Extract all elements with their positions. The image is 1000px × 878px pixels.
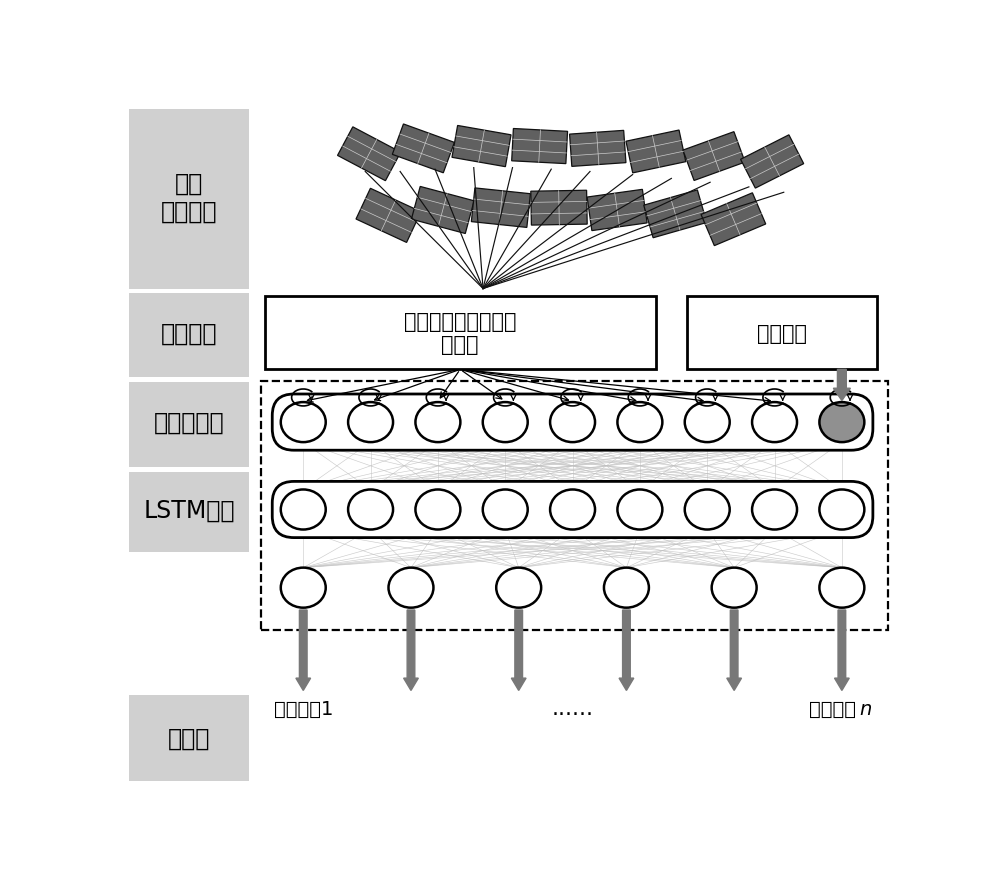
Bar <box>129 382 249 468</box>
Text: 光伏电站1: 光伏电站1 <box>274 699 333 718</box>
Bar <box>687 297 877 370</box>
Ellipse shape <box>819 490 864 530</box>
Polygon shape <box>683 133 745 181</box>
Bar <box>261 381 888 630</box>
Text: 历史光伏电站发电功
率特征: 历史光伏电站发电功 率特征 <box>404 312 516 355</box>
Polygon shape <box>570 131 626 167</box>
Text: 多输出: 多输出 <box>168 726 210 751</box>
Polygon shape <box>411 187 474 234</box>
Polygon shape <box>471 189 530 228</box>
Ellipse shape <box>483 403 528 443</box>
Polygon shape <box>626 131 686 174</box>
Bar <box>264 297 656 370</box>
Ellipse shape <box>617 403 662 443</box>
FancyBboxPatch shape <box>272 394 873 450</box>
Ellipse shape <box>483 490 528 530</box>
FancyArrow shape <box>727 610 742 691</box>
Ellipse shape <box>496 568 541 608</box>
Ellipse shape <box>617 490 662 530</box>
Polygon shape <box>338 127 401 182</box>
Ellipse shape <box>348 490 393 530</box>
FancyArrow shape <box>619 610 634 691</box>
FancyArrow shape <box>296 610 311 691</box>
Text: 气象特征: 气象特征 <box>757 323 807 343</box>
FancyArrow shape <box>511 610 526 691</box>
Polygon shape <box>512 129 568 164</box>
Text: LSTM网络: LSTM网络 <box>143 498 235 522</box>
Polygon shape <box>452 126 511 168</box>
Ellipse shape <box>712 568 757 608</box>
Ellipse shape <box>685 490 730 530</box>
Ellipse shape <box>281 403 326 443</box>
Text: ......: ...... <box>552 698 594 718</box>
Polygon shape <box>741 136 804 189</box>
Ellipse shape <box>281 568 326 608</box>
Ellipse shape <box>415 490 460 530</box>
FancyBboxPatch shape <box>272 482 873 538</box>
Ellipse shape <box>752 490 797 530</box>
Text: 区域
光伏电站: 区域 光伏电站 <box>161 171 217 223</box>
Polygon shape <box>644 191 707 239</box>
Polygon shape <box>531 191 587 226</box>
Ellipse shape <box>281 490 326 530</box>
Polygon shape <box>701 193 766 247</box>
Ellipse shape <box>388 568 433 608</box>
Ellipse shape <box>685 403 730 443</box>
Polygon shape <box>587 191 647 231</box>
Ellipse shape <box>550 403 595 443</box>
Ellipse shape <box>604 568 649 608</box>
Bar <box>129 695 249 781</box>
Ellipse shape <box>819 403 864 443</box>
Bar <box>129 110 249 289</box>
Ellipse shape <box>415 403 460 443</box>
FancyArrow shape <box>835 610 849 691</box>
Polygon shape <box>392 125 454 174</box>
FancyArrow shape <box>404 610 418 691</box>
Bar <box>129 472 249 552</box>
FancyArrow shape <box>833 370 850 401</box>
Text: 光伏电站: 光伏电站 <box>809 699 856 718</box>
Text: 多任务学习: 多任务学习 <box>154 411 224 435</box>
Ellipse shape <box>752 403 797 443</box>
Polygon shape <box>356 189 421 243</box>
Ellipse shape <box>819 568 864 608</box>
Bar <box>129 294 249 378</box>
Text: 数据清洗: 数据清洗 <box>161 321 217 345</box>
Ellipse shape <box>348 403 393 443</box>
Ellipse shape <box>550 490 595 530</box>
Text: n: n <box>859 699 871 718</box>
